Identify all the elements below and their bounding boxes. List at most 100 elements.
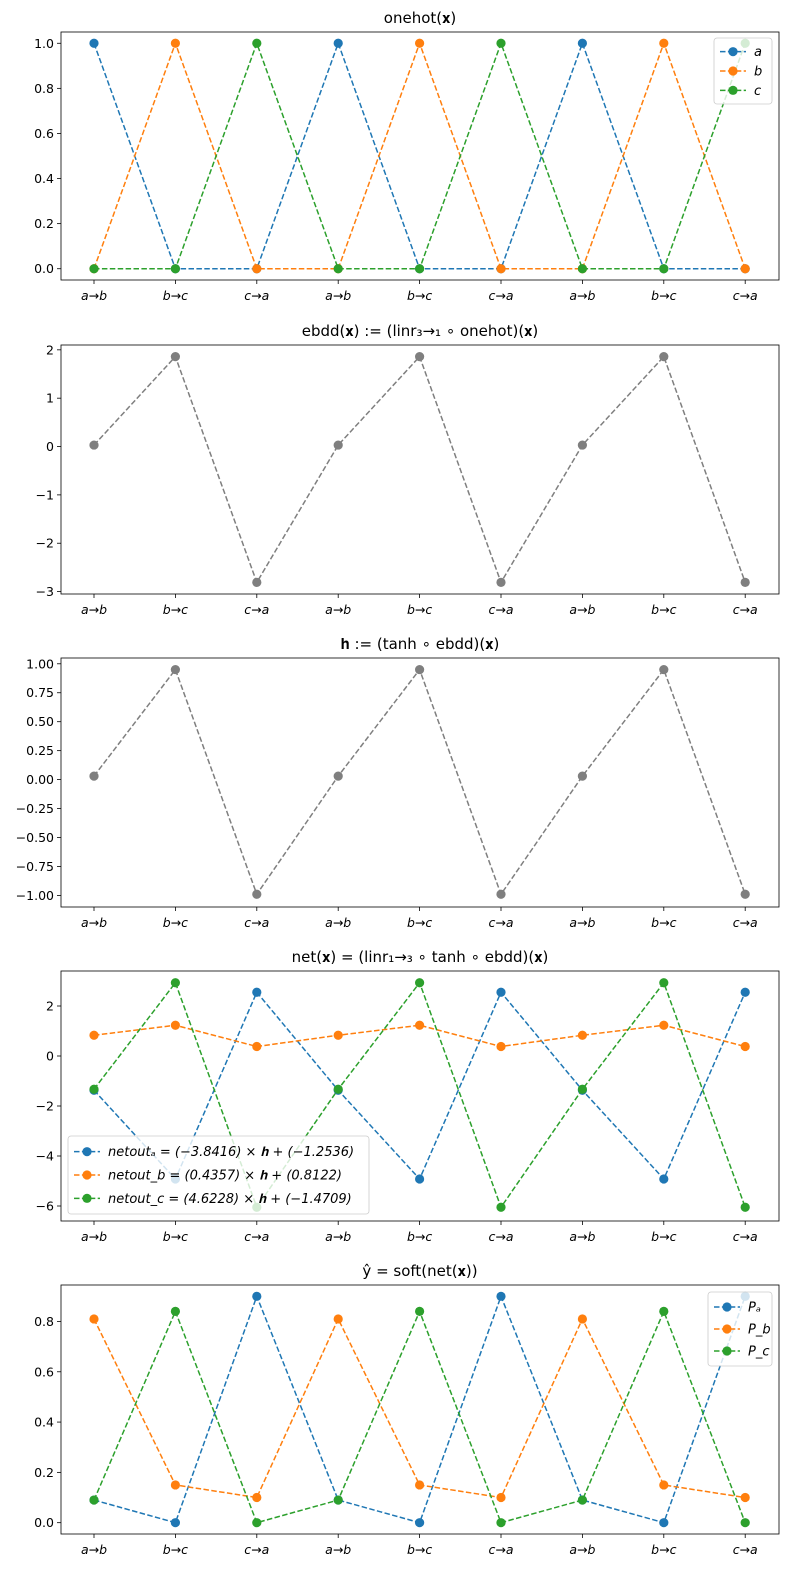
data-point <box>415 1306 425 1317</box>
series-line <box>93 41 746 270</box>
y-tick-label: 0 <box>46 439 54 454</box>
legend-label: netout_c = (4.6228) × 𝐡 + (−1.4709) <box>108 1192 352 1207</box>
y-tick-label: −0.50 <box>16 830 54 845</box>
y-tick-label: −2 <box>36 536 54 551</box>
data-point <box>89 440 99 450</box>
x-tick-label: b→c <box>163 1542 188 1557</box>
legend-label: netoutₐ = (−3.8416) × 𝐡 + (−1.2536) <box>108 1145 354 1160</box>
data-point <box>415 1518 425 1528</box>
y-tick-label: 0.50 <box>26 714 54 729</box>
legend-marker <box>728 85 738 95</box>
data-point <box>333 1314 343 1324</box>
series-line <box>93 1317 746 1499</box>
x-tick-label: b→c <box>163 1229 188 1244</box>
plot-area-frame <box>60 1284 780 1535</box>
x-tick-label: c→a <box>488 602 513 617</box>
x-tick-label: c→a <box>488 288 513 303</box>
data-point <box>252 889 262 899</box>
y-tick-label: 0.4 <box>34 171 54 186</box>
data-point <box>170 352 180 362</box>
y-tick-label: 0.8 <box>34 81 54 96</box>
legend-marker <box>722 1346 732 1356</box>
x-tick-label: a→b <box>325 1542 351 1557</box>
x-tick-label: c→a <box>733 602 758 617</box>
x-tick-label: c→a <box>733 1542 758 1557</box>
data-point <box>659 38 669 48</box>
legend-label: P_b <box>748 1323 771 1338</box>
y-tick-label: −3 <box>36 584 54 599</box>
data-point <box>170 1306 180 1317</box>
legend-box <box>67 1135 370 1215</box>
y-tick-label: 0.6 <box>34 1364 54 1379</box>
data-point <box>170 1020 180 1030</box>
data-point <box>252 577 262 587</box>
series-line <box>93 41 746 270</box>
data-point <box>170 664 180 675</box>
data-point <box>577 1030 588 1040</box>
series-3 <box>89 38 750 274</box>
data-point <box>415 664 425 675</box>
legend-marker <box>82 1193 92 1203</box>
x-tick-label: a→b <box>325 915 351 930</box>
data-point <box>333 1084 343 1094</box>
data-point <box>89 1084 99 1094</box>
plot-area-frame <box>60 657 780 908</box>
chart-title: net(𝐱) = (linr₁→₃ ∘ tanh ∘ ebdd)(𝐱) <box>292 948 549 966</box>
legend-label: c <box>754 84 761 99</box>
data-point <box>659 1518 669 1528</box>
data-point <box>659 664 669 675</box>
data-point <box>740 1202 750 1212</box>
data-point <box>659 978 669 988</box>
x-tick-label: b→c <box>651 288 676 303</box>
y-tick-label: −0.25 <box>16 801 54 816</box>
chart-panel-3: 𝐡 := (tanh ∘ ebdd)(𝐱) −1.00 −0.75 −0.50 −0.2… <box>16 635 780 930</box>
data-point <box>496 264 506 274</box>
data-point <box>496 38 506 48</box>
data-point <box>170 1518 180 1528</box>
plot-area-frame <box>60 970 780 1222</box>
x-tick-label: b→c <box>163 602 188 617</box>
data-point <box>89 771 99 781</box>
x-tick-label: b→c <box>163 915 188 930</box>
data-point <box>89 1314 99 1324</box>
y-tick-label: 0.4 <box>34 1415 54 1430</box>
series-2 <box>89 1314 750 1503</box>
chart-panel-1: onehot(𝐱) 0.0 0.2 0.4 0.6 0.8 1.0 a→b b→c c→a a→b b… <box>34 9 780 303</box>
y-tick-label: −1.00 <box>16 888 54 903</box>
data-point <box>740 1492 750 1503</box>
y-tick-label: −0.75 <box>16 859 54 874</box>
legend-marker <box>728 66 738 76</box>
data-point <box>415 1480 425 1490</box>
legend-marker <box>722 1324 732 1334</box>
data-point <box>333 440 343 450</box>
x-tick-label: c→a <box>733 1229 758 1244</box>
legend-label: b <box>754 65 762 80</box>
x-tick-label: c→a <box>244 288 269 303</box>
data-point <box>740 1041 750 1052</box>
data-point <box>496 1518 506 1528</box>
legend: Pₐ P_b P_c <box>707 1291 773 1367</box>
x-tick-label: a→b <box>569 288 595 303</box>
series-line <box>93 668 746 896</box>
data-point <box>415 38 425 48</box>
y-tick-label: 2 <box>46 342 54 357</box>
data-point <box>577 771 588 781</box>
y-tick-label: −2 <box>36 1099 54 1114</box>
data-point <box>252 1291 262 1301</box>
x-tick-label: b→c <box>651 1229 676 1244</box>
data-point <box>496 889 506 899</box>
chart-title: ebdd(𝐱) := (linr₃→₁ ∘ onehot)(𝐱) <box>302 322 539 340</box>
x-tick-label: b→c <box>407 602 432 617</box>
data-point <box>496 1291 506 1301</box>
x-tick-label: b→c <box>651 1542 676 1557</box>
data-point <box>577 264 588 274</box>
data-point <box>496 1041 506 1052</box>
data-point <box>740 889 750 899</box>
legend-label: a <box>754 45 762 60</box>
x-tick-label: a→b <box>325 288 351 303</box>
y-tick-label: 0.0 <box>34 1515 54 1530</box>
y-tick-label: 0.8 <box>34 1314 54 1329</box>
y-tick-label: 0.25 <box>26 743 54 758</box>
series-1 <box>89 664 750 899</box>
chart-panel-2: ebdd(𝐱) := (linr₃→₁ ∘ onehot)(𝐱) −3 −2 −1 0 1… <box>36 322 780 617</box>
